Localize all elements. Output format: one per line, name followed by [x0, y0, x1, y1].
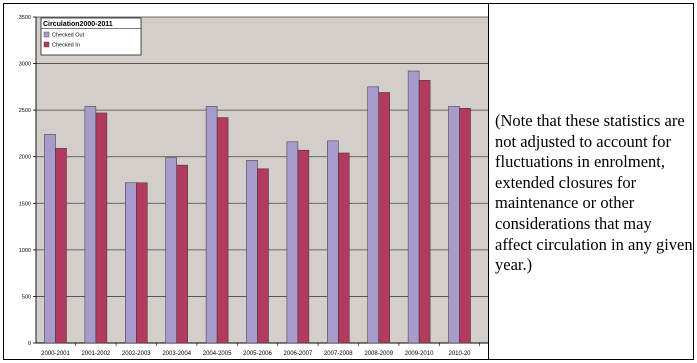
bar-checked-out-2006-2007	[286, 141, 299, 344]
legend-label-checked-out: Checked Out	[52, 33, 85, 39]
bar-checked-in-2001-2002	[95, 112, 108, 344]
bar-checked-in-2007-2008	[338, 152, 350, 344]
x-tick-label: 2006-2007	[284, 351, 313, 357]
bar-checked-in-2004-2005	[216, 117, 229, 344]
bar-checked-in-2003-2004	[176, 164, 188, 344]
bar-checked-in-2006-2007	[297, 149, 310, 344]
table-frame	[3, 3, 694, 360]
y-tick-label: 3000	[19, 62, 31, 68]
bar-checked-out-2009-2010	[407, 70, 420, 344]
x-tick-label: 2000-2001	[41, 351, 70, 357]
x-tick-label: 2010-20	[448, 351, 471, 357]
legend-swatch-checked-out	[43, 31, 50, 38]
y-tick-label: 3500	[19, 15, 31, 21]
legend-label-checked-in: Checked In	[52, 43, 80, 49]
bar-checked-out-2010-20	[448, 106, 460, 344]
y-tick-label: 2500	[19, 108, 31, 114]
bar-checked-out-2002-2003	[125, 182, 137, 344]
y-tick-label: 2000	[19, 155, 31, 161]
bar-checked-out-2000-2001	[44, 134, 56, 344]
bar-checked-in-2010-20	[459, 108, 471, 344]
bar-checked-in-2002-2003	[136, 182, 148, 344]
y-tick-label: 1000	[19, 248, 31, 254]
circulation-chart: 0 500 1000 1500 2000 2500 3000 3500 2000-2001 200…	[19, 15, 488, 357]
bar-checked-out-2004-2005	[205, 106, 218, 344]
bar-checked-in-2009-2010	[418, 80, 431, 344]
x-tick-label: 2001-2002	[82, 351, 111, 357]
chart-note: (Note that these statistics are not adju…	[495, 111, 693, 275]
y-tick-label: 1500	[19, 201, 31, 207]
legend-swatch-checked-in	[43, 41, 50, 48]
bar-checked-out-2008-2009	[367, 86, 379, 344]
legend-box	[40, 17, 142, 56]
x-tick-label: 2003-2004	[162, 351, 191, 357]
y-tick-label: 0	[28, 341, 31, 347]
bar-checked-in-2000-2001	[55, 148, 67, 344]
x-tick-label: 2009-2010	[405, 351, 434, 357]
x-tick-label: 2007-2008	[324, 351, 353, 357]
bar-checked-out-2001-2002	[84, 106, 97, 344]
x-tick-label: 2005-2006	[243, 351, 272, 357]
bar-checked-out-2003-2004	[165, 157, 177, 344]
bar-checked-in-2008-2009	[378, 92, 390, 344]
bar-checked-out-2007-2008	[327, 140, 339, 344]
bar-checked-out-2005-2006	[246, 160, 258, 344]
chart-title: Circulation2000-2011	[43, 21, 113, 28]
bar-checked-in-2005-2006	[257, 168, 269, 344]
cell-divider	[488, 3, 489, 360]
x-tick-label: 2004-2005	[203, 351, 232, 357]
y-tick-label: 500	[22, 294, 31, 300]
x-tick-label: 2002-2003	[122, 351, 151, 357]
x-tick-label: 2008-2009	[364, 351, 393, 357]
